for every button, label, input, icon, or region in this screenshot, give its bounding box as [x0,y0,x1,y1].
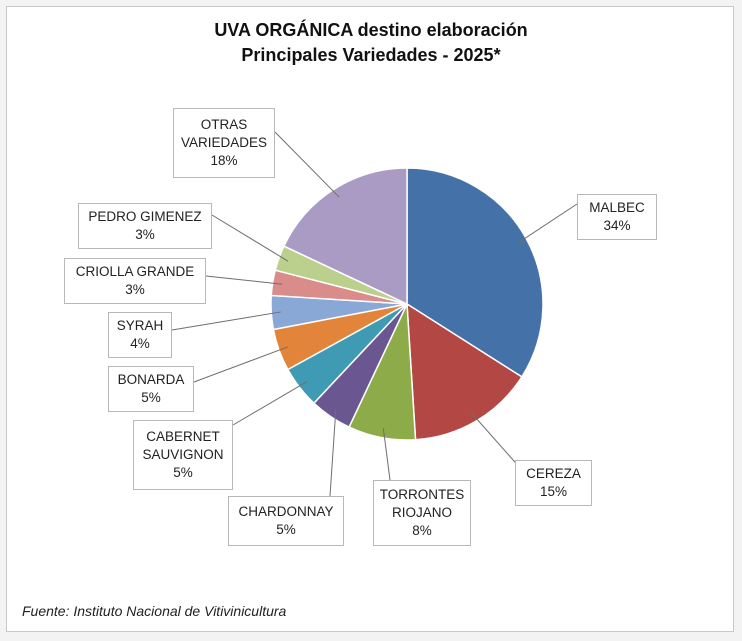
data-label-malbec: MALBEC 34% [577,194,657,240]
data-label-cabernet-sauvignon: CABERNET SAUVIGNON 5% [133,420,233,490]
slice-value: 8% [412,523,432,538]
slice-name: CABERNET SAUVIGNON [142,429,224,462]
chart-title: UVA ORGÁNICA destino elaboración [214,20,528,40]
leader-line [382,428,391,481]
data-label-pedro-gimenez: PEDRO GIMENEZ 3% [78,203,212,249]
leader-line [517,203,578,244]
data-label-chardonnay: CHARDONNAY 5% [228,496,344,546]
slice-name: OTRAS VARIEDADES [180,117,268,150]
leader-line [211,214,289,262]
source-note: Fuente: Instituto Nacional de Vitivinicu… [22,603,287,619]
slice-value: 15% [539,484,568,499]
slice-value: 34% [603,218,631,233]
data-label-criolla-grande: CRIOLLA GRANDE 3% [64,258,206,304]
pie-slice-malbec [406,167,544,378]
slice-value: 3% [135,227,155,242]
slice-name: TORRONTES RIOJANO [379,487,465,520]
leader-line [232,381,308,426]
chart-subtitle: Principales Variedades - 2025* [241,45,501,65]
leader-line [471,412,523,471]
slice-name: SYRAH [116,318,164,333]
data-label-bonarda: BONARDA 5% [108,366,194,412]
slice-value: 5% [173,465,193,480]
data-label-cereza: CEREZA 15% [515,460,592,506]
slice-name: CRIOLLA GRANDE [75,264,195,279]
data-label-syrah: SYRAH 4% [108,312,172,358]
pie-slice-otras-variedades [282,167,408,306]
slice-value: 3% [125,282,145,297]
slice-name: BONARDA [117,372,185,387]
data-label-torrontes-riojano: TORRONTES RIOJANO 8% [373,480,471,546]
slice-name: MALBEC [589,200,645,215]
slice-value: 5% [141,390,161,405]
slice-name: CHARDONNAY [238,504,334,519]
slice-name: PEDRO GIMENEZ [88,209,202,224]
leader-line [274,131,340,198]
leader-line [171,311,281,331]
leader-line [329,408,337,497]
leader-line [193,346,289,383]
data-label-otras-variedades: OTRAS VARIEDADES 18% [173,108,275,178]
leader-line [205,275,283,285]
slice-name: CEREZA [526,466,581,481]
pie-slice-cereza [406,302,523,441]
slice-value: 5% [276,522,296,537]
slice-value: 4% [130,336,150,351]
slice-value: 18% [210,153,238,168]
